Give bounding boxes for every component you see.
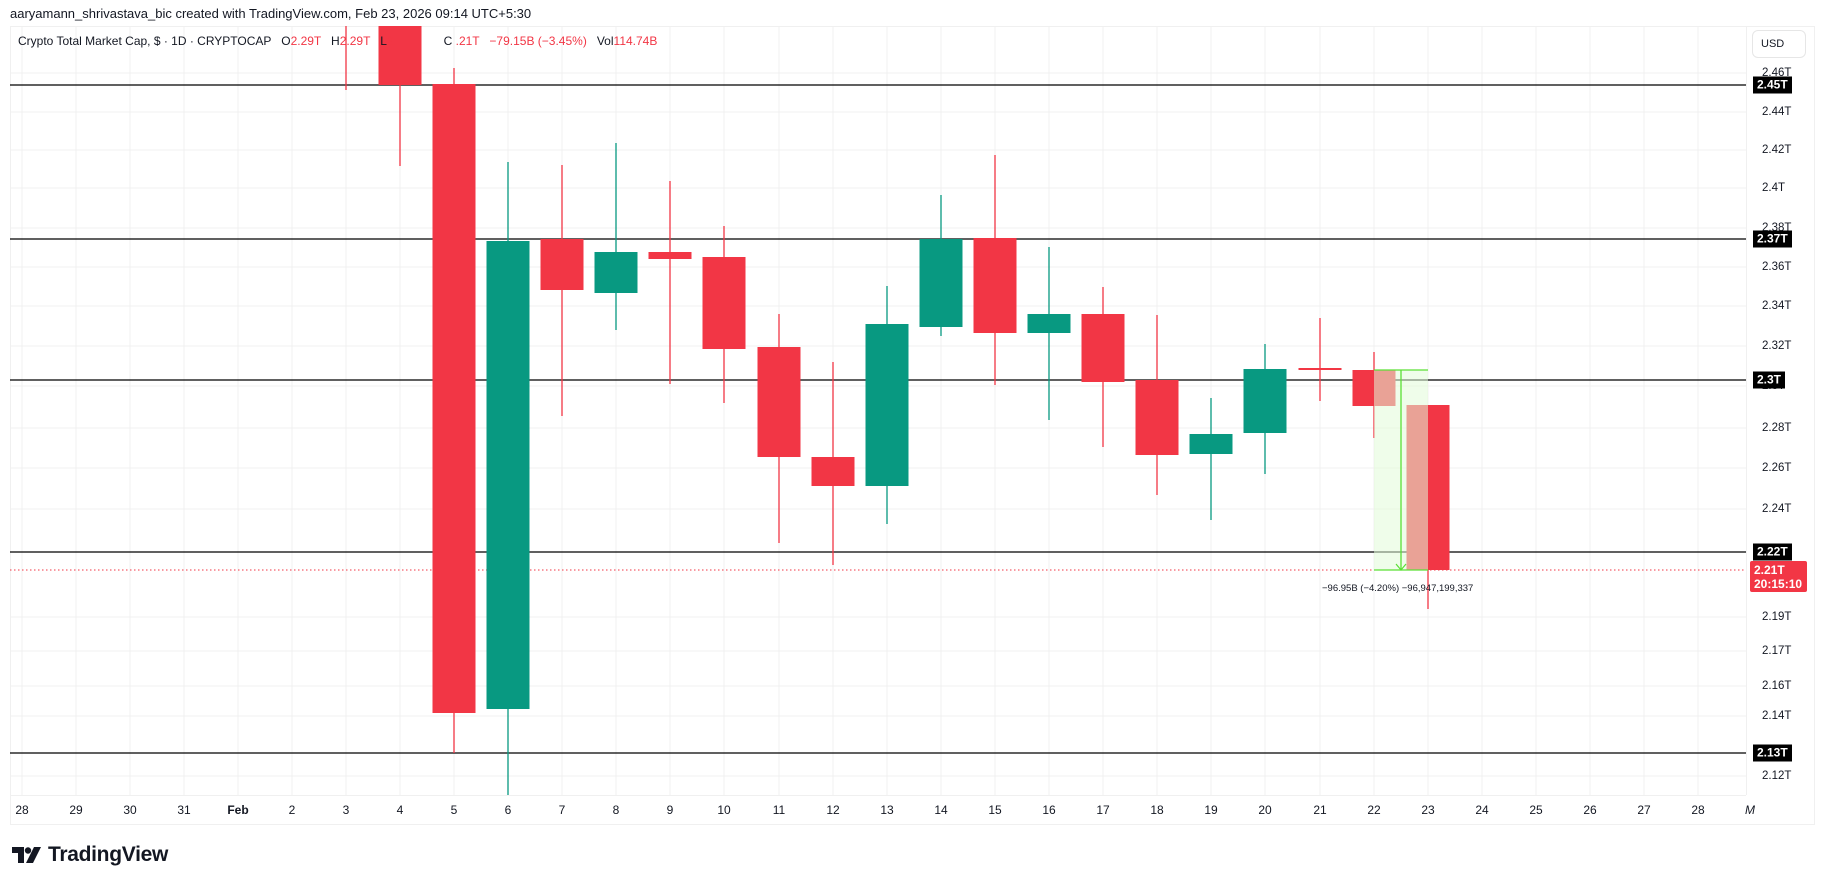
- candle-body: [919, 239, 963, 327]
- chart-credit: aaryamann_shrivastava_bic created with T…: [10, 6, 532, 21]
- time-tick-label: 20: [1258, 803, 1272, 817]
- price-tick-label: 2.34T: [1762, 300, 1792, 312]
- candle-body: [1027, 314, 1071, 333]
- time-tick-label: 21: [1313, 803, 1327, 817]
- time-tick-label: 7: [558, 803, 566, 817]
- price-level-label: 2.13T: [1753, 744, 1792, 762]
- price-tick-label: 2.17T: [1762, 645, 1792, 657]
- time-tick-label: 12: [826, 803, 840, 817]
- price-tick-label: 2.44T: [1762, 106, 1792, 118]
- candle-body: [865, 324, 909, 486]
- price-tick-label: 2.42T: [1762, 144, 1792, 156]
- price-level-label: 2.3T: [1753, 371, 1786, 389]
- price-tick-label: 2.4T: [1762, 182, 1786, 194]
- price-tick-label: 2.46T: [1762, 67, 1792, 79]
- candle-body: [648, 252, 692, 259]
- time-tick-label: 15: [988, 803, 1002, 817]
- legend-close-label: C: [443, 34, 453, 48]
- time-tick-label: M: [1745, 803, 1755, 817]
- tradingview-logo[interactable]: TradingView: [12, 843, 168, 867]
- time-tick-label: 29: [69, 803, 83, 817]
- measure-annotation-text: −96.95B (−4.20%) −96,947,199,337: [1322, 583, 1474, 594]
- time-tick-label: 10: [717, 803, 731, 817]
- last-price-label: 2.21T 20:15:10: [1750, 561, 1807, 592]
- candlestick-chart[interactable]: [10, 26, 1746, 795]
- price-tick-label: 2.32T: [1762, 340, 1792, 352]
- legend-high-value: 2.29T: [339, 34, 371, 48]
- time-tick-label: 28: [15, 803, 29, 817]
- time-tick-label: 13: [880, 803, 894, 817]
- time-tick-label: 23: [1421, 803, 1435, 817]
- price-tick-label: 2.16T: [1762, 680, 1792, 692]
- time-tick-label: 9: [666, 803, 674, 817]
- price-axis[interactable]: [1746, 26, 1814, 795]
- legend-symbol: Crypto Total Market Cap, $ · 1D · CRYPTO…: [18, 34, 272, 48]
- candle-body: [1081, 314, 1125, 382]
- currency-button[interactable]: USD: [1752, 30, 1806, 58]
- price-level-label: 2.22T: [1753, 543, 1792, 561]
- last-price-value: 2.21T: [1754, 563, 1785, 577]
- price-tick-label: 2.36T: [1762, 261, 1792, 273]
- time-tick-label: 4: [396, 803, 404, 817]
- candle-body: [1189, 434, 1233, 454]
- legend-open-value: 2.29T: [290, 34, 322, 48]
- time-tick-label: 8: [612, 803, 620, 817]
- legend-volume-label: Vol: [596, 34, 614, 48]
- time-tick-label: 14: [934, 803, 948, 817]
- time-tick-label: 24: [1475, 803, 1489, 817]
- price-tick-label: 2.12T: [1762, 770, 1792, 782]
- price-level-label: 2.37T: [1753, 230, 1792, 248]
- chart-pane[interactable]: [10, 26, 1746, 795]
- candle-body: [757, 347, 801, 457]
- legend-open-label: O: [281, 34, 291, 48]
- time-tick-label: 27: [1637, 803, 1651, 817]
- brand-name: TradingView: [48, 843, 169, 866]
- time-tick-label: 3: [342, 803, 350, 817]
- time-tick-label: 6: [504, 803, 512, 817]
- candle-body: [973, 238, 1017, 333]
- candle-body: [486, 241, 530, 709]
- legend-close-value: .21T: [455, 34, 480, 48]
- candle-body: [1135, 380, 1179, 455]
- chart-frame: [10, 26, 1815, 825]
- candle-body: [432, 84, 476, 713]
- candle-body: [811, 457, 855, 486]
- tradingview-logo-icon: [12, 847, 41, 863]
- price-tick-label: 2.26T: [1762, 462, 1792, 474]
- time-tick-label: 19: [1204, 803, 1218, 817]
- legend-change: −79.15B (−3.45%): [489, 34, 587, 48]
- candle-body: [378, 26, 422, 85]
- legend-high-label: H: [331, 34, 340, 48]
- time-tick-label: Feb: [227, 803, 249, 817]
- bar-countdown: 20:15:10: [1754, 577, 1803, 591]
- price-tick-label: 2.14T: [1762, 710, 1792, 722]
- time-tick-label: 30: [123, 803, 137, 817]
- price-level-label: 2.45T: [1753, 76, 1792, 94]
- candle-body: [1243, 369, 1287, 433]
- candle-body: [702, 257, 746, 349]
- time-axis[interactable]: [10, 795, 1746, 825]
- time-tick-label: 5: [450, 803, 458, 817]
- time-tick-label: 11: [772, 803, 786, 817]
- legend-low-value: 2.: [386, 34, 397, 48]
- candle-body: [594, 252, 638, 293]
- time-tick-label: 22: [1367, 803, 1381, 817]
- legend-volume-value: 114.74B: [613, 34, 658, 48]
- legend-low-label: L: [380, 34, 387, 48]
- price-tick-label: 2.24T: [1762, 503, 1792, 515]
- price-tick-label: 2.19T: [1762, 611, 1792, 623]
- time-tick-label: 18: [1150, 803, 1164, 817]
- price-tick-label: 2.28T: [1762, 422, 1792, 434]
- arrow-down-icon: [1395, 563, 1407, 571]
- time-tick-label: 25: [1529, 803, 1543, 817]
- time-tick-label: 2: [288, 803, 296, 817]
- time-tick-label: 17: [1096, 803, 1110, 817]
- chart-legend: Crypto Total Market Cap, $ · 1D · CRYPTO…: [18, 34, 657, 48]
- time-tick-label: 16: [1042, 803, 1056, 817]
- time-tick-label: 26: [1583, 803, 1597, 817]
- time-tick-label: 28: [1691, 803, 1705, 817]
- candle-body: [540, 239, 584, 290]
- time-tick-label: 31: [177, 803, 191, 817]
